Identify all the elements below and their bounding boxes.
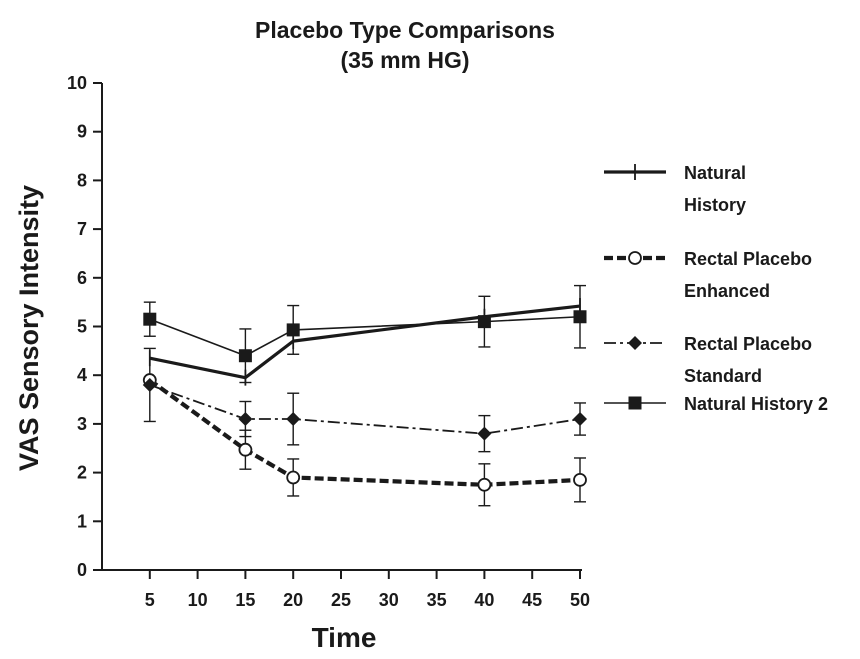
y-tick-label: 1	[77, 511, 87, 531]
data-point-circle	[286, 470, 301, 485]
data-point-square	[477, 315, 491, 329]
y-axis-title: VAS Sensory Intensity	[14, 185, 44, 471]
y-tick-label: 3	[77, 414, 87, 434]
data-point-diamond	[286, 412, 301, 427]
x-tick-label: 5	[145, 590, 155, 610]
axes	[93, 82, 582, 579]
y-tick-label: 5	[77, 317, 87, 337]
legend-label: Natural	[684, 163, 746, 183]
x-tick-label: 25	[331, 590, 351, 610]
x-tick-label: 20	[283, 590, 303, 610]
x-tick-label: 35	[427, 590, 447, 610]
plot-area	[142, 284, 587, 507]
x-tick-label: 50	[570, 590, 590, 610]
x-tick-label: 10	[188, 590, 208, 610]
series-line	[149, 315, 581, 357]
data-point-diamond	[628, 336, 642, 350]
y-tick-label: 2	[77, 463, 87, 483]
y-tick-label: 0	[77, 560, 87, 580]
y-tick-label: 6	[77, 268, 87, 288]
chart-subtitle: (35 mm HG)	[340, 47, 469, 73]
data-point-diamond	[238, 412, 253, 427]
legend-label: History	[684, 195, 746, 215]
data-point-circle	[628, 251, 642, 265]
series-line	[148, 378, 581, 487]
data-point-square	[143, 312, 157, 326]
chart-title: Placebo Type Comparisons	[255, 17, 555, 43]
data-point-square	[573, 310, 587, 324]
data-point-diamond	[573, 412, 587, 427]
y-tick-label: 8	[77, 170, 87, 190]
data-point-diamond	[142, 377, 157, 392]
y-tick-label: 4	[77, 365, 87, 385]
data-point-square	[286, 323, 300, 337]
data-point-square	[628, 396, 642, 410]
y-tick-label: 9	[77, 122, 87, 142]
x-tick-label: 40	[474, 590, 494, 610]
y-tick-label: 7	[77, 219, 87, 239]
series-line	[149, 304, 581, 380]
data-point-diamond	[477, 426, 492, 441]
data-point-circle	[238, 442, 253, 457]
x-tick-label: 30	[379, 590, 399, 610]
data-point-circle	[477, 477, 492, 492]
legend: Natural History Rectal Placebo Enhanced Rect…	[604, 163, 828, 414]
data-point-square	[238, 349, 252, 363]
x-tick-label: 45	[522, 590, 542, 610]
data-point-circle	[573, 473, 587, 487]
legend-label: Enhanced	[684, 281, 770, 301]
x-tick-label: 15	[235, 590, 255, 610]
legend-label: Natural History 2	[684, 394, 828, 414]
legend-label: Standard	[684, 366, 762, 386]
y-tick-label: 10	[67, 73, 87, 93]
x-axis-title: Time	[312, 622, 377, 653]
legend-label: Rectal Placebo	[684, 249, 812, 269]
legend-label: Rectal Placebo	[684, 334, 812, 354]
